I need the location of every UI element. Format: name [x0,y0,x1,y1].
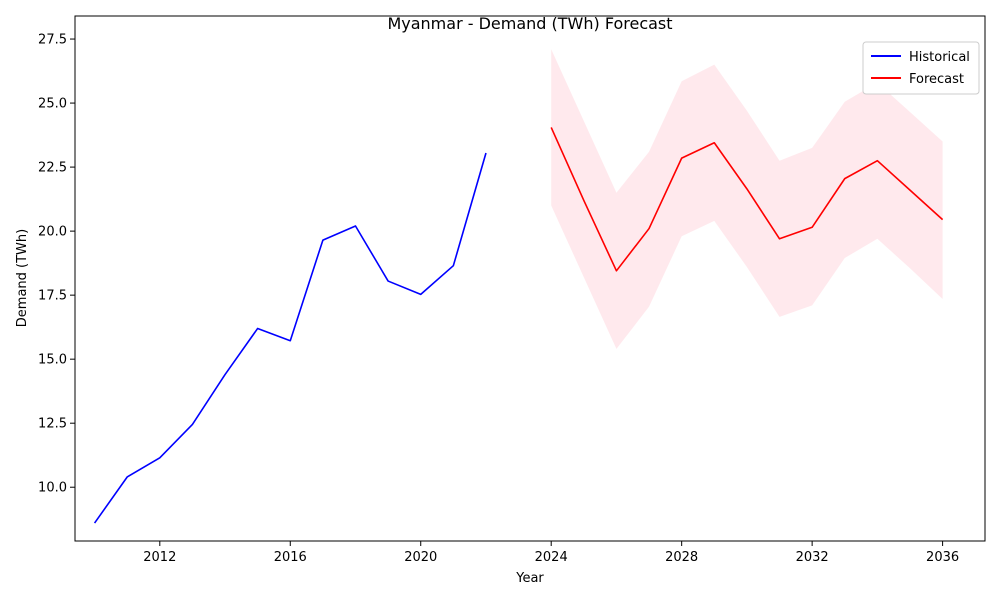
x-tick-label: 2020 [404,550,437,565]
y-tick-label: 25.0 [38,97,67,112]
x-axis-label: Year [515,571,544,586]
y-tick-label: 15.0 [38,353,67,368]
y-axis-label: Demand (TWh) [15,229,30,327]
y-axis: 10.0 12.5 15.0 17.5 20.0 22.5 25.0 27.5 [38,33,75,496]
chart-title: Myanmar - Demand (TWh) Forecast [387,14,672,33]
y-tick-label: 10.0 [38,481,67,496]
plot-frame [74,15,986,542]
series-layer [93,127,944,524]
y-tick-label: 17.5 [38,289,67,304]
y-tick-label: 12.5 [38,417,67,432]
x-tick-label: 2024 [535,550,568,565]
legend-forecast-label: Forecast [909,72,964,87]
y-tick-label: 22.5 [38,161,67,176]
x-tick-label: 2032 [796,550,829,565]
legend-historical-label: Historical [909,50,970,65]
x-axis: 2012 2016 2020 2024 2028 2032 2036 [143,541,959,565]
y-tick-label: 20.0 [38,225,67,240]
x-tick-label: 2028 [665,550,698,565]
historical-series-line [93,152,487,524]
x-tick-label: 2012 [143,550,176,565]
y-tick-label: 27.5 [38,33,67,48]
forecast-series-line [550,127,944,272]
x-tick-label: 2036 [926,550,959,565]
x-tick-label: 2016 [274,550,307,565]
legend: Historical Forecast [862,41,980,95]
confidence-band-layer [551,49,943,349]
forecast-confidence-band [551,49,943,349]
